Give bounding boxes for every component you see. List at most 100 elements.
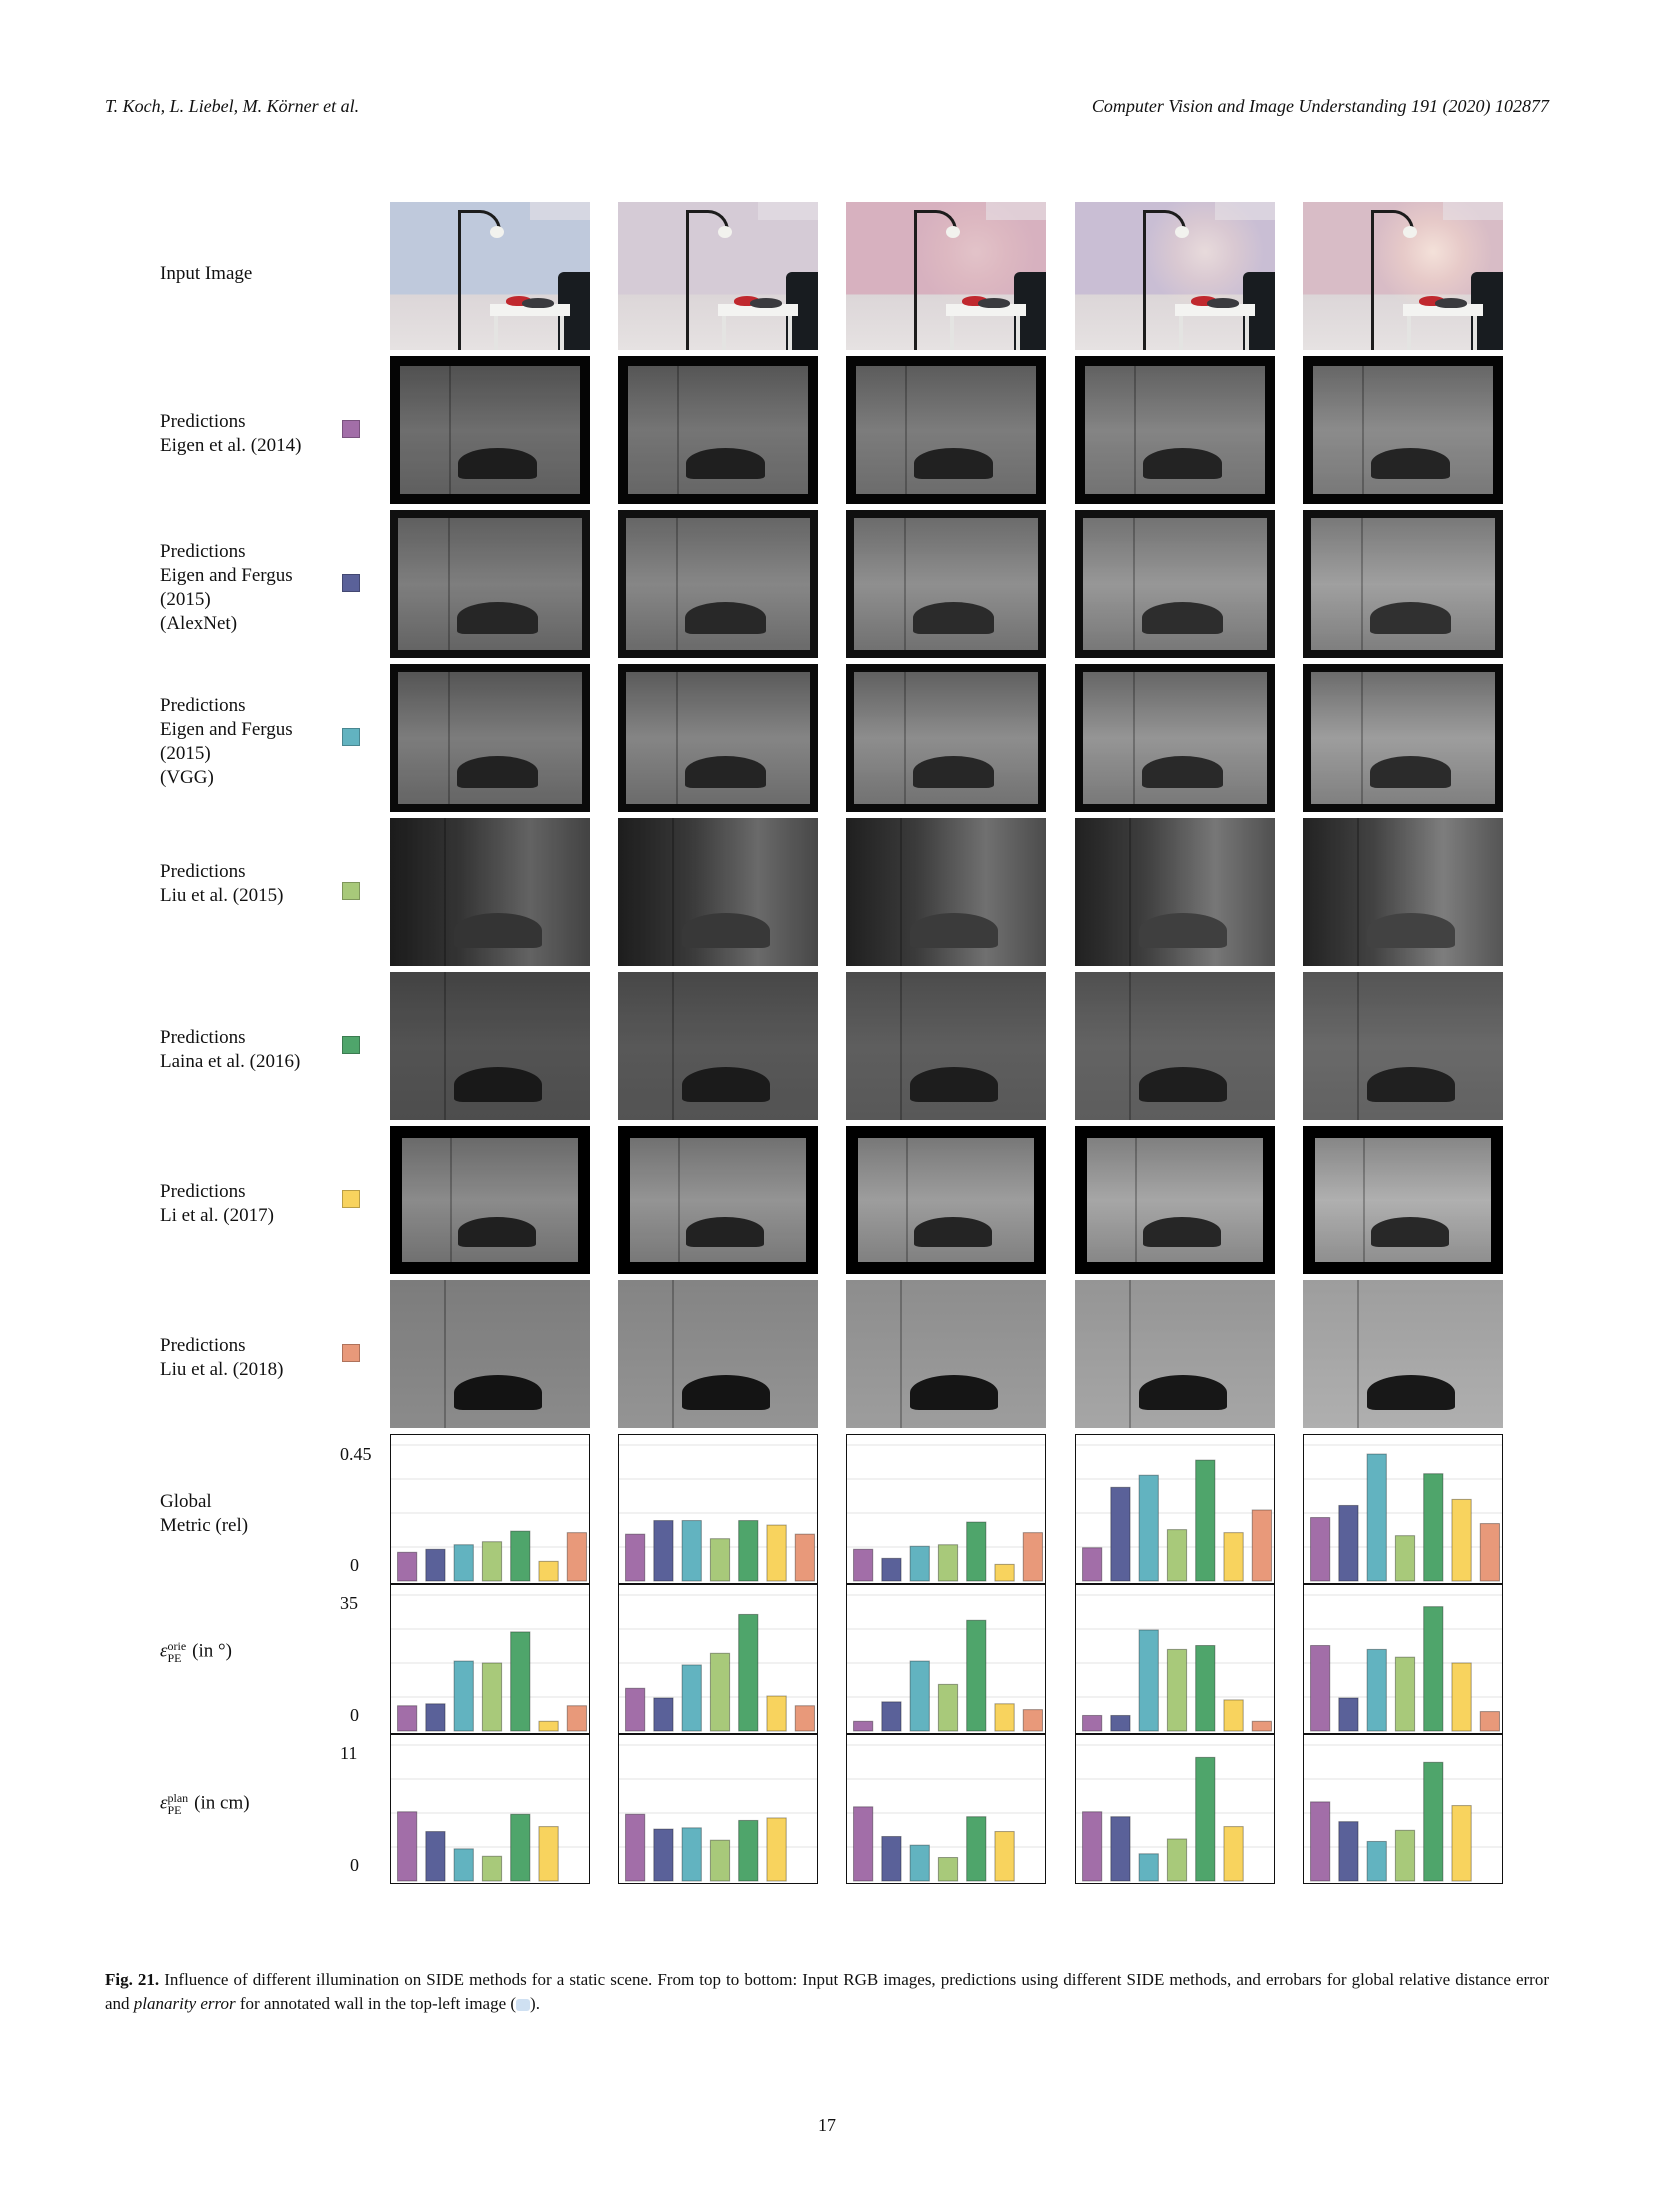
bar-laina-et-al-2016- [738,1819,759,1882]
table-leg [722,316,726,350]
method-label-line: Predictions [160,541,246,562]
caption-text-b: for annotated wall in the top-left image… [235,1994,517,2013]
method-label-line: (VGG) [160,767,214,788]
bar-eigen-and-fergus-2015-alexnet- [881,1835,902,1882]
depth-map [618,1280,818,1428]
bar-eigen-et-al-2014- [853,1720,874,1732]
bar-laina-et-al-2016- [1195,1756,1216,1882]
depth-prediction [390,1126,590,1274]
epsilon-symbol: ε [160,1640,168,1662]
wall-annotation-swatch [516,1999,531,2012]
lamp-bulb [946,226,960,238]
orie-subscript: PE [167,1651,182,1665]
bar-liu-et-al-2018- [794,1533,815,1582]
bar-liu-et-al-2015- [1166,1648,1188,1732]
bar-li-et-al-2017- [1223,1826,1244,1882]
lamp-stand-trace [447,518,450,650]
running-header-authors: T. Koch, L. Liebel, M. Körner et al. [105,96,360,116]
table-leg [494,316,498,350]
table-leg [1179,316,1183,350]
depth-prediction [846,972,1046,1120]
lamp-stand [1371,212,1374,350]
bar-liu-et-al-2015- [1166,1838,1188,1882]
bar-laina-et-al-2016- [966,1521,987,1582]
table-object-silhouette [912,602,994,635]
bar-eigen-and-fergus-2015-vgg- [909,1660,930,1732]
bar-eigen-et-al-2014- [1310,1801,1331,1882]
depth-map [626,518,810,650]
table-leg [1473,316,1477,350]
method-color-swatch [342,1036,360,1054]
method-label-line: Predictions [160,411,246,432]
depth-prediction [390,664,590,812]
error-bar-chart [846,1584,1046,1734]
method-color-swatch [342,574,360,592]
caption-italic: planarity error [133,1994,236,2013]
lamp-bulb [1403,226,1417,238]
bar-liu-et-al-2015- [1394,1829,1416,1882]
error-bar-chart [618,1584,818,1734]
method-label-line: Liu et al. (2018) [160,1359,284,1380]
bar-liu-et-al-2015- [937,1857,959,1882]
table-object-silhouette [1139,1374,1227,1411]
table-object-silhouette [1139,1066,1227,1103]
bar-liu-et-al-2015- [937,1544,959,1582]
lamp-stand-trace [1129,818,1131,966]
depth-prediction [618,356,818,504]
method-color-swatch [342,728,360,746]
table-object-silhouette [684,756,766,789]
depth-map [628,366,808,494]
table-object-silhouette [454,1374,542,1411]
lamp-stand [914,212,917,350]
depth-prediction [1075,356,1275,504]
bar-eigen-et-al-2014- [625,1533,646,1582]
global-ytick-min: 0 [350,1555,359,1575]
bar-eigen-and-fergus-2015-vgg- [1138,1629,1159,1732]
bar-eigen-and-fergus-2015-alexnet- [1338,1821,1359,1882]
depth-prediction [1303,1280,1503,1428]
bar-eigen-et-al-2014- [397,1705,418,1732]
bar-eigen-et-al-2014- [1082,1714,1103,1732]
method-label-line: Liu et al. (2015) [160,885,284,906]
lamp-stand-trace [1360,672,1363,804]
bar-eigen-and-fergus-2015-vgg- [453,1544,474,1582]
table-leg [1016,316,1020,350]
table-object-silhouette [682,1066,770,1103]
lamp-bulb [718,226,732,238]
bar-eigen-and-fergus-2015-alexnet- [425,1548,446,1582]
bar-eigen-and-fergus-2015-alexnet- [1338,1697,1359,1732]
bar-liu-et-al-2018- [1022,1709,1043,1732]
plan-subscript: PE [167,1803,182,1817]
orie-ytick-max: 35 [340,1593,358,1613]
bar-liu-et-al-2015- [481,1855,503,1882]
bar-laina-et-al-2016- [738,1520,759,1582]
lamp-stand-trace [1129,1280,1131,1428]
bar-eigen-and-fergus-2015-alexnet- [653,1697,674,1732]
bar-laina-et-al-2016- [510,1631,531,1732]
bar-eigen-and-fergus-2015-alexnet- [425,1831,446,1882]
table-object-silhouette [1141,756,1223,789]
depth-prediction [618,972,818,1120]
depth-map [1303,972,1503,1120]
method-label-line: Predictions [160,1027,246,1048]
bar-eigen-and-fergus-2015-alexnet- [881,1557,902,1582]
input-photo [1075,202,1275,350]
bar-li-et-al-2017- [538,1826,559,1882]
bar-chart-svg [847,1444,1045,1582]
table-object-silhouette [1369,602,1451,635]
table-object-silhouette [457,447,537,479]
error-bar-chart [390,1434,590,1584]
bar-liu-et-al-2018- [1251,1720,1272,1732]
bar-liu-et-al-2015- [1166,1529,1188,1582]
input-photo [846,202,1046,350]
input-photo [618,202,818,350]
bar-liu-et-al-2018- [1479,1711,1500,1732]
error-bar-chart [618,1434,818,1584]
depth-map [846,818,1046,966]
red-shoe [734,296,760,306]
bar-eigen-and-fergus-2015-vgg- [1366,1648,1387,1732]
table-object-silhouette [1141,602,1223,635]
red-shoe [1419,296,1445,306]
bar-eigen-and-fergus-2015-alexnet- [881,1701,902,1732]
table-object-silhouette [454,1066,542,1103]
